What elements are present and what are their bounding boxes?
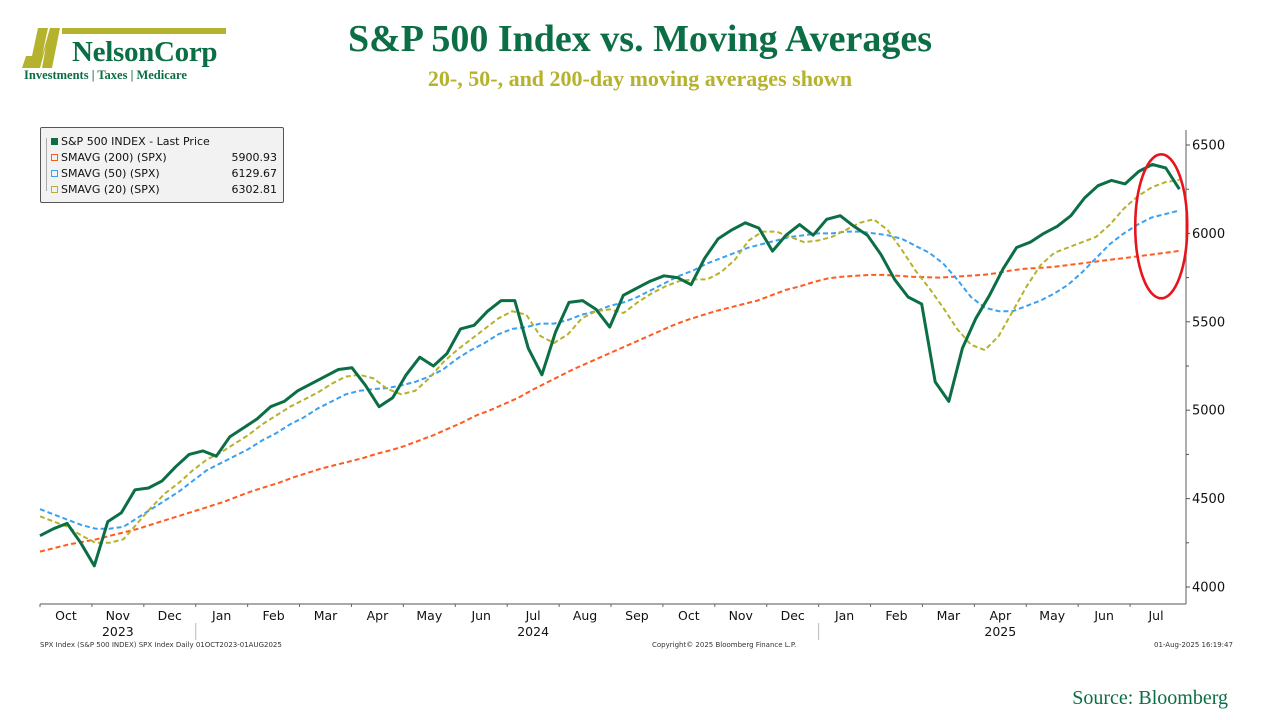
x-month-label: Jul <box>1147 608 1163 623</box>
x-month-label: Jun <box>1093 608 1114 623</box>
x-month-label: Oct <box>55 608 77 623</box>
series-layer <box>39 162 1181 568</box>
nelsoncorp-logo: NelsonCorp Investments | Taxes | Medicar… <box>22 26 232 86</box>
logo-bar <box>62 28 226 34</box>
x-month-label: Apr <box>367 608 389 623</box>
x-month-label: Jul <box>525 608 541 623</box>
x-month-label: May <box>416 608 442 623</box>
legend-value: 5900.93 <box>231 151 278 164</box>
x-year-label: 2023 <box>102 624 134 639</box>
annotation-layer <box>1133 153 1189 300</box>
chart-title: S&P 500 Index vs. Moving Averages <box>347 18 933 60</box>
footer-copyright: Copyright© 2025 Bloomberg Finance L.P. <box>652 641 797 649</box>
legend-item-sma200: SMAVG (200) (SPX) 5900.93 <box>51 150 277 165</box>
legend-label: SMAVG (20) (SPX) <box>61 183 160 196</box>
legend-swatch <box>51 138 58 145</box>
legend-label: S&P 500 INDEX - Last Price <box>61 135 210 148</box>
series-smavg-200-spx <box>39 249 1180 553</box>
x-month-label: Nov <box>729 608 754 623</box>
legend-swatch <box>51 186 58 193</box>
x-month-label: Jan <box>834 608 854 623</box>
legend-swatch <box>51 154 58 161</box>
x-month-label: Nov <box>106 608 131 623</box>
highlight-ellipse <box>1133 153 1189 300</box>
x-axis: Oct Nov Dec Jan Feb Mar Apr May Jun Jul Aug Sep Oct N… <box>39 604 1164 640</box>
x-year-label: 2024 <box>517 624 549 639</box>
legend-label: SMAVG (200) (SPX) <box>61 151 167 164</box>
x-month-label: Dec <box>781 608 805 623</box>
legend: S&P 500 INDEX - Last Price SMAVG (200) (… <box>40 127 284 203</box>
series-smavg-50-spx <box>39 209 1180 530</box>
legend-tree-line <box>46 138 53 191</box>
x-month-label: Jan <box>211 608 231 623</box>
legend-value: 6129.67 <box>231 167 278 180</box>
logo-tagline: Investments | Taxes | Medicare <box>24 68 187 82</box>
footer-timestamp: 01-Aug-2025 16:19:47 <box>1154 641 1233 649</box>
x-month-label: May <box>1039 608 1065 623</box>
legend-item-sma20: SMAVG (20) (SPX) 6302.81 <box>51 182 277 197</box>
x-year-label: 2025 <box>984 624 1016 639</box>
y-tick-label: 5500 <box>1192 315 1225 330</box>
footer-series-info: SPX Index (S&P 500 INDEX) SPX Index Dail… <box>40 641 282 649</box>
legend-item-spx: S&P 500 INDEX - Last Price <box>51 134 277 149</box>
series-smavg-20-spx <box>39 178 1180 544</box>
logo-n-mark-icon <box>22 28 60 68</box>
x-month-label: Mar <box>314 608 338 623</box>
legend-item-sma50: SMAVG (50) (SPX) 6129.67 <box>51 166 277 181</box>
x-month-label: Feb <box>263 608 285 623</box>
legend-swatch <box>51 170 58 177</box>
x-month-label: Oct <box>678 608 700 623</box>
y-tick-label: 4500 <box>1192 492 1225 507</box>
series-s-p-500-index-last-price <box>39 162 1181 568</box>
y-tick-label: 4000 <box>1192 581 1225 596</box>
y-tick-label: 6000 <box>1192 227 1225 242</box>
y-tick-label: 5000 <box>1192 404 1225 419</box>
x-month-label: Dec <box>158 608 182 623</box>
x-month-label: Apr <box>990 608 1012 623</box>
x-month-label: Aug <box>573 608 597 623</box>
source-note: Source: Bloomberg <box>1072 687 1228 709</box>
chart-subtitle: 20-, 50-, and 200-day moving averages sh… <box>427 66 853 91</box>
y-tick-label: 6500 <box>1192 139 1225 154</box>
legend-label: SMAVG (50) (SPX) <box>61 167 160 180</box>
x-month-label: Feb <box>885 608 907 623</box>
x-month-label: Sep <box>625 608 649 623</box>
x-month-label: Jun <box>470 608 491 623</box>
y-axis: 4000 4500 5000 5500 6000 6500 <box>1186 139 1225 596</box>
logo-name: NelsonCorp <box>72 36 218 68</box>
legend-value: 6302.81 <box>231 183 278 196</box>
x-month-label: Mar <box>937 608 961 623</box>
